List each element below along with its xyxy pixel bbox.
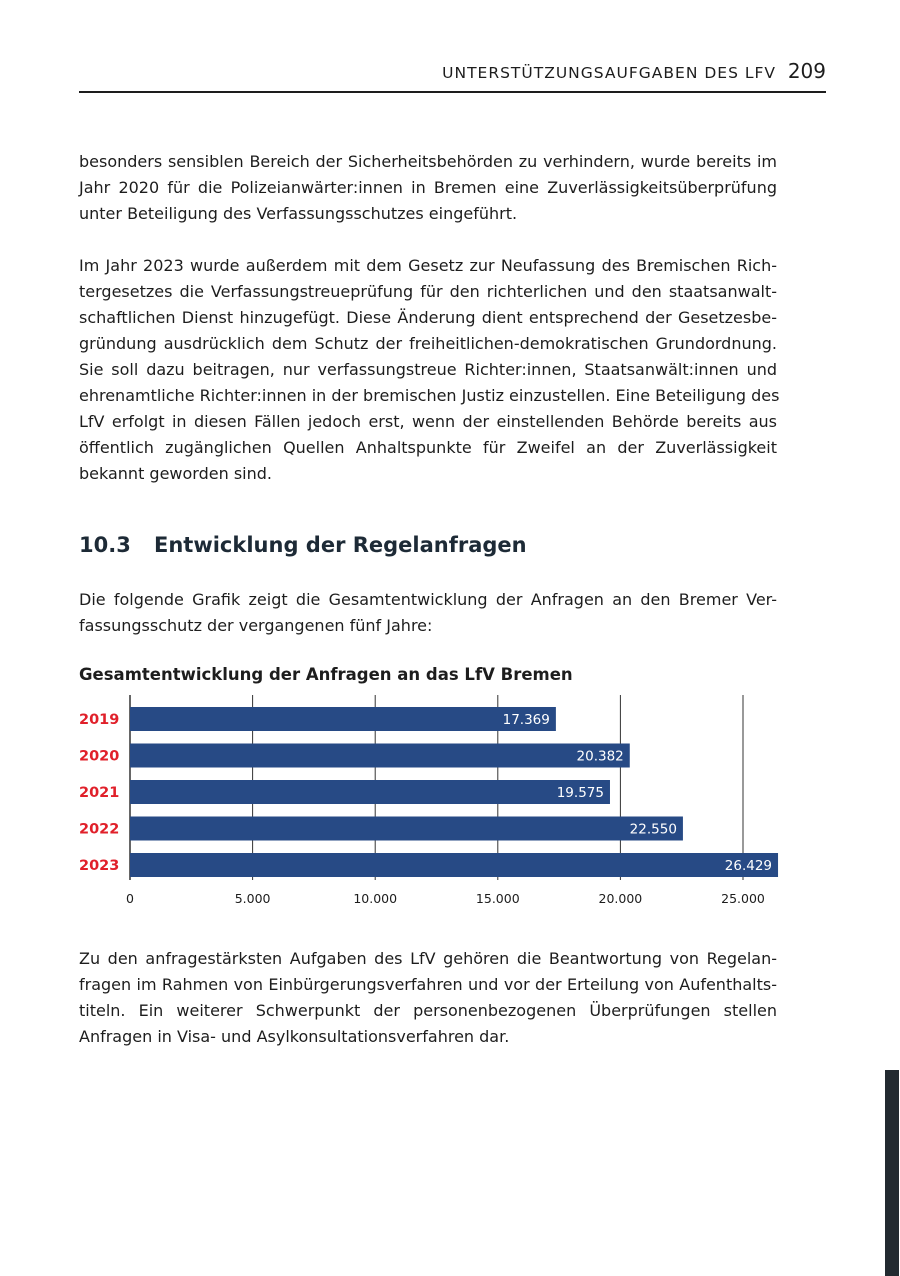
running-header: UNTERSTÜTZUNGSAUFGABEN DES LFV 209 <box>79 58 826 93</box>
chart-title: Gesamtentwicklung der Anfragen an das Lf… <box>79 665 573 684</box>
section-title: Entwicklung der Regelanfragen <box>154 533 527 557</box>
text-line: gründung ausdrücklich dem Schutz der fre… <box>79 334 777 353</box>
bar-value-label: 17.369 <box>503 712 550 728</box>
text-line: Sie soll dazu beitragen, nur verfassungs… <box>79 360 777 379</box>
x-tick-label: 25.000 <box>721 891 765 906</box>
text-line: LfV erfolgt in diesen Fällen jedoch erst… <box>79 412 777 431</box>
x-tick-label: 5.000 <box>235 891 271 906</box>
bar-value-label: 20.382 <box>577 749 624 765</box>
text-line: fragen im Rahmen von Einbürgerungsverfah… <box>79 975 777 994</box>
paragraph-4: Zu den anfragestärksten Aufgaben des LfV… <box>79 946 777 1050</box>
text-line: öffentlich zugänglichen Quellen Anhaltsp… <box>79 438 777 457</box>
text-line: ehrenamtliche Richter:innen in der bremi… <box>79 386 780 405</box>
paragraph-1: besonders sensiblen Bereich der Sicherhe… <box>79 149 777 227</box>
text-line: Jahr 2020 für die Polizeianwärter:innen … <box>79 178 777 197</box>
text-line: unter Beteiligung des Verfassungsschutze… <box>79 204 518 223</box>
x-tick-label: 15.000 <box>476 891 520 906</box>
header-title: UNTERSTÜTZUNGSAUFGABEN DES LFV <box>442 64 776 82</box>
text-line: Zu den anfragestärksten Aufgaben des LfV… <box>79 949 777 968</box>
x-tick-label: 10.000 <box>353 891 397 906</box>
category-label: 2023 <box>79 858 119 874</box>
section-heading: 10.3 Entwicklung der Regelanfragen <box>79 533 527 557</box>
paragraph-2: Im Jahr 2023 wurde außerdem mit dem Gese… <box>79 253 780 487</box>
text-line: Die folgende Grafik zeigt die Gesamtentw… <box>79 590 777 609</box>
text-line: besonders sensiblen Bereich der Sicherhe… <box>79 152 777 171</box>
bar-2019 <box>130 707 556 731</box>
bar-chart: 0 5.000 10.000 15.000 20.000 25.000 17.369 2019… <box>79 695 779 906</box>
x-tick-label: 0 <box>126 891 134 906</box>
text-line: tergesetzes die Verfassungstreueprüfung … <box>79 282 777 301</box>
bar-value-label: 26.429 <box>725 858 772 874</box>
bar-2022 <box>130 816 683 841</box>
category-label: 2022 <box>79 822 119 838</box>
text-line: schaftlichen Dienst hinzugefügt. Diese Ä… <box>79 308 777 327</box>
bar-value-label: 22.550 <box>630 822 677 838</box>
category-label: 2019 <box>79 712 119 728</box>
chapter-tab-marker <box>885 1070 899 1276</box>
page-number: 209 <box>787 59 826 83</box>
text-line: titeln. Ein weiterer Schwerpunkt der per… <box>79 1001 777 1020</box>
text-line: Anfragen in Visa- und Asylkonsultationsv… <box>79 1027 510 1046</box>
category-label: 2020 <box>79 749 119 765</box>
text-line: bekannt geworden sind. <box>79 464 272 483</box>
text-line: fassungsschutz der vergangenen fünf Jahr… <box>79 616 433 635</box>
category-label: 2021 <box>79 785 119 801</box>
x-tick-label: 20.000 <box>599 891 643 906</box>
paragraph-3: Die folgende Grafik zeigt die Gesamtentw… <box>79 587 777 639</box>
bar-2021 <box>130 780 610 804</box>
section-number: 10.3 <box>79 533 131 557</box>
bar-value-label: 19.575 <box>557 785 604 801</box>
text-line: Im Jahr 2023 wurde außerdem mit dem Gese… <box>79 256 777 275</box>
bar-2023 <box>130 853 779 877</box>
bar-2020 <box>130 743 630 768</box>
